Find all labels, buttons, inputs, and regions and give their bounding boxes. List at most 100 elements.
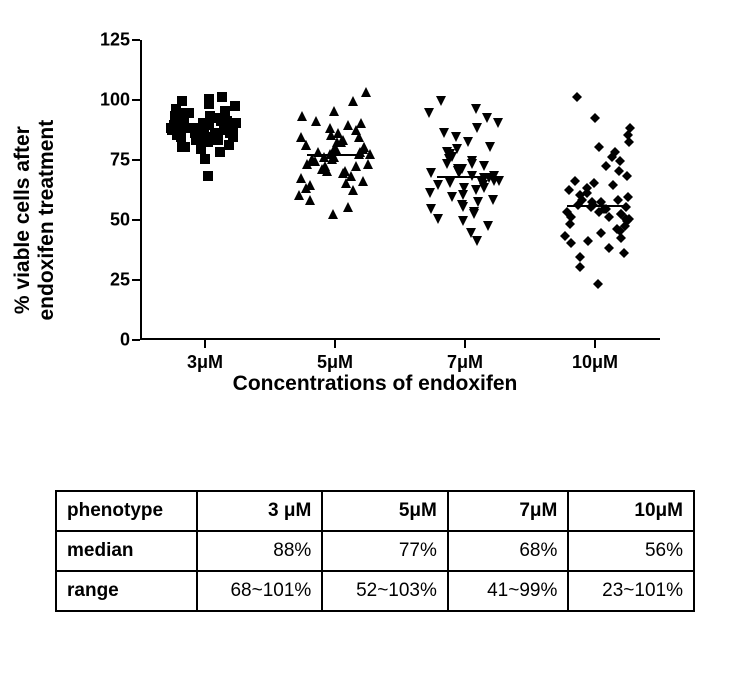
- data-point: [313, 144, 323, 162]
- data-point: [479, 158, 489, 176]
- col-header: 10μM: [568, 491, 694, 531]
- table-corner: phenotype: [56, 491, 197, 531]
- data-point: [488, 192, 498, 210]
- data-point: [572, 89, 582, 107]
- y-axis-title: % viable cells after endoxifen treatment: [11, 120, 59, 321]
- data-point: [593, 276, 603, 294]
- data-point: [589, 175, 599, 193]
- data-point: [311, 113, 321, 131]
- median-line: [307, 154, 363, 156]
- y-axis-line: [140, 40, 142, 340]
- y-tick-label: 50: [80, 210, 130, 231]
- table-cell: 23~101%: [568, 571, 694, 611]
- scatter-chart: % viable cells after endoxifen treatment…: [90, 30, 710, 410]
- table-row: range 68~101% 52~103% 41~99% 23~101%: [56, 571, 694, 611]
- data-point: [204, 91, 214, 109]
- data-point: [328, 206, 338, 224]
- table-cell: 88%: [197, 531, 323, 571]
- x-tick: [464, 340, 466, 348]
- median-line: [177, 128, 233, 130]
- data-point: [305, 177, 315, 195]
- data-point: [596, 194, 606, 212]
- data-point: [348, 93, 358, 111]
- x-axis-title: Concentrations of endoxifen: [90, 372, 660, 396]
- x-tick-label: 10μM: [535, 352, 655, 373]
- data-point: [483, 218, 493, 236]
- data-point: [625, 120, 635, 138]
- y-tick-label: 25: [80, 270, 130, 291]
- table-cell: 68%: [448, 531, 568, 571]
- summary-table: phenotype 3 μM 5μM 7μM 10μM median 88% 7…: [55, 490, 695, 612]
- data-point: [203, 168, 213, 186]
- figure-page: % viable cells after endoxifen treatment…: [0, 0, 746, 683]
- table-cell: 52~103%: [322, 571, 448, 611]
- y-title-line1: % viable cells after: [11, 126, 34, 314]
- data-point: [343, 199, 353, 217]
- data-point: [493, 115, 503, 133]
- y-tick-label: 75: [80, 150, 130, 171]
- data-point: [436, 93, 446, 111]
- data-point: [297, 108, 307, 126]
- plot-area: 02550751001253μM5μM7μM10μM: [140, 40, 660, 340]
- data-point: [426, 165, 436, 183]
- data-point: [472, 120, 482, 138]
- col-header: 3 μM: [197, 491, 323, 531]
- data-point: [451, 129, 461, 147]
- data-point: [623, 189, 633, 207]
- row-label: median: [56, 531, 197, 571]
- data-point: [424, 105, 434, 123]
- y-title-line2: endoxifen treatment: [35, 120, 58, 321]
- y-tick: [132, 219, 140, 221]
- row-label: range: [56, 571, 197, 611]
- data-point: [340, 163, 350, 181]
- y-tick-label: 0: [80, 330, 130, 351]
- data-point: [217, 89, 227, 107]
- median-line: [567, 205, 623, 207]
- table-cell: 77%: [322, 531, 448, 571]
- data-point: [325, 120, 335, 138]
- x-tick: [204, 340, 206, 348]
- x-tick: [334, 340, 336, 348]
- data-point: [575, 249, 585, 267]
- data-point: [482, 110, 492, 128]
- col-header: 7μM: [448, 491, 568, 531]
- y-tick: [132, 99, 140, 101]
- y-tick: [132, 339, 140, 341]
- x-tick-label: 3μM: [145, 352, 265, 373]
- data-point: [177, 93, 187, 111]
- data-point: [590, 110, 600, 128]
- y-tick-label: 100: [80, 90, 130, 111]
- data-point: [439, 125, 449, 143]
- table-cell: 56%: [568, 531, 694, 571]
- y-tick-label: 125: [80, 30, 130, 51]
- data-point: [583, 233, 593, 251]
- x-tick: [594, 340, 596, 348]
- data-point: [343, 117, 353, 135]
- data-point: [329, 103, 339, 121]
- data-point: [570, 173, 580, 191]
- data-point: [296, 129, 306, 147]
- data-point: [361, 84, 371, 102]
- median-line: [437, 176, 493, 178]
- col-header: 5μM: [322, 491, 448, 531]
- table-row: median 88% 77% 68% 56%: [56, 531, 694, 571]
- data-point: [485, 139, 495, 157]
- data-point: [596, 225, 606, 243]
- y-tick: [132, 159, 140, 161]
- table-header-row: phenotype 3 μM 5μM 7μM 10μM: [56, 491, 694, 531]
- table-cell: 68~101%: [197, 571, 323, 611]
- data-point: [610, 144, 620, 162]
- data-point: [467, 153, 477, 171]
- data-point: [426, 201, 436, 219]
- data-point: [230, 98, 240, 116]
- summary-table-wrap: phenotype 3 μM 5μM 7μM 10μM median 88% 7…: [55, 490, 695, 612]
- y-tick: [132, 39, 140, 41]
- data-point: [356, 115, 366, 133]
- data-point: [471, 101, 481, 119]
- y-axis-title-wrap: % viable cells after endoxifen treatment: [20, 30, 50, 410]
- y-tick: [132, 279, 140, 281]
- x-axis-line: [140, 338, 660, 340]
- table-cell: 41~99%: [448, 571, 568, 611]
- x-tick-label: 7μM: [405, 352, 525, 373]
- data-point: [594, 139, 604, 157]
